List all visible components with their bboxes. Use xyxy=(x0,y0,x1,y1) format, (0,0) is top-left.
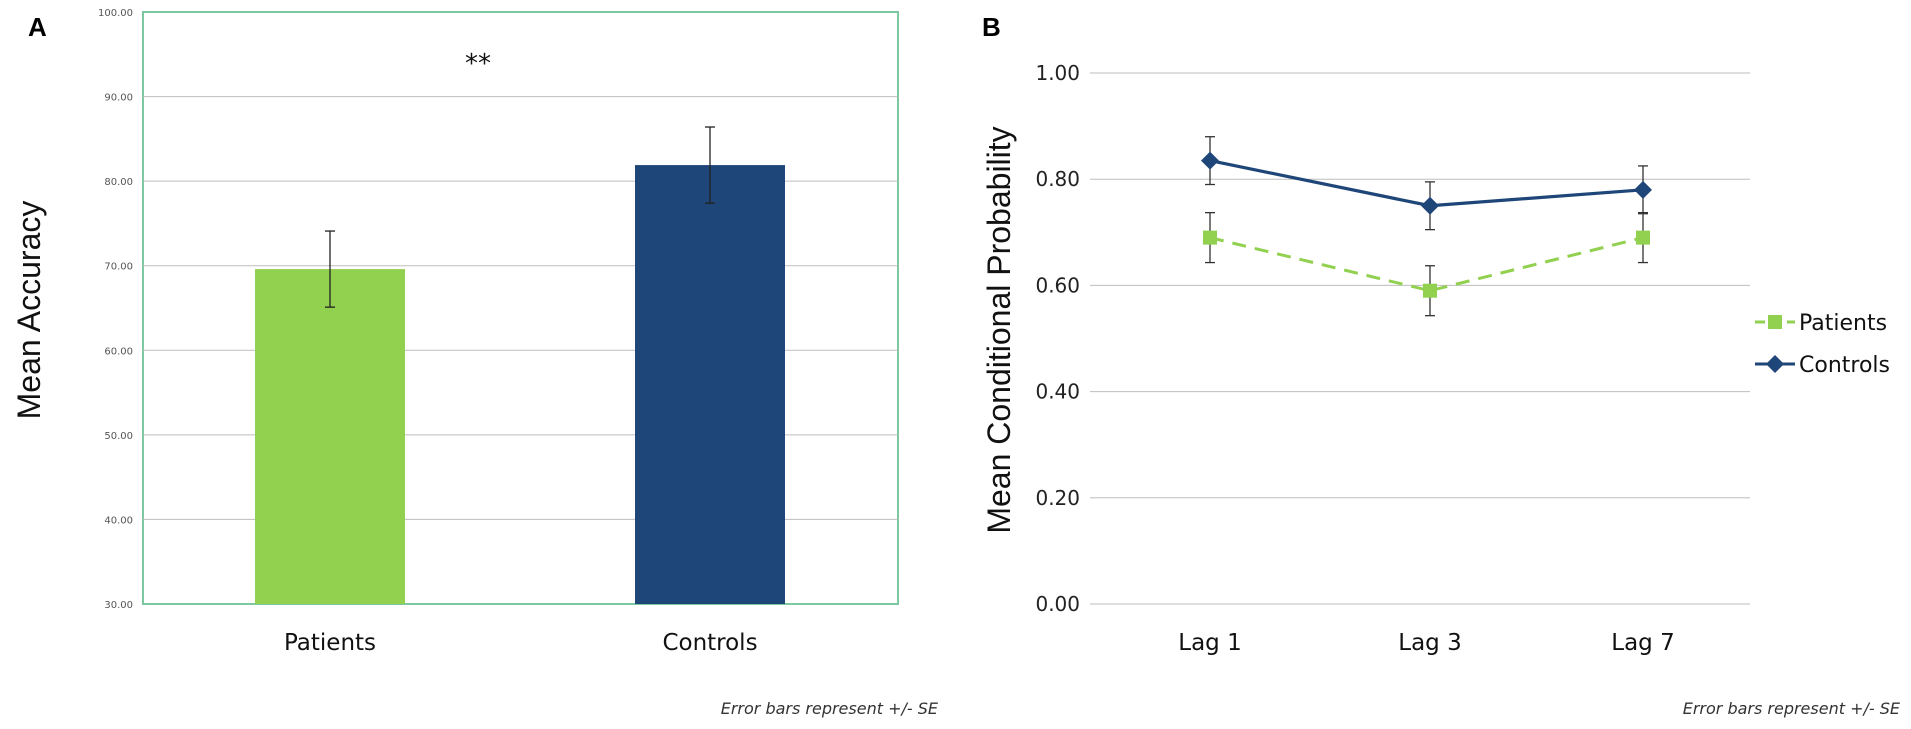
panel-a-y-tick-label: 30.00 xyxy=(104,600,133,611)
series-line-patients xyxy=(1209,236,1644,293)
series-line-controls xyxy=(1209,159,1644,208)
panel-b-y-tick-label: 0.20 xyxy=(1035,486,1080,510)
x-label-lag-7: Lag 7 xyxy=(1611,630,1674,656)
panel-b-y-axis-title: Mean Conditional Probability xyxy=(981,126,1017,533)
significance-annotation: ** xyxy=(465,49,491,79)
legend-marker-controls xyxy=(1766,355,1784,373)
legend-marker-patients xyxy=(1768,315,1782,329)
bar-patients xyxy=(255,269,405,604)
x-label-lag-3: Lag 3 xyxy=(1398,630,1461,656)
panel-a-y-tick-label: 50.00 xyxy=(104,431,133,442)
marker-patients xyxy=(1636,230,1650,245)
panel-a-y-tick-label: 90.00 xyxy=(104,93,133,104)
panel-b-y-tick-label: 0.40 xyxy=(1035,380,1080,404)
panel-label-b: B xyxy=(982,12,1001,42)
panel-a-y-axis-title: Mean Accuracy xyxy=(11,201,47,420)
x-label-controls: Controls xyxy=(662,630,757,656)
legend-label-controls: Controls xyxy=(1799,353,1890,378)
panel-b-error-note: Error bars represent +/- SE xyxy=(1683,699,1901,718)
panel-a-error-note: Error bars represent +/- SE xyxy=(721,699,939,718)
panel-a-y-tick-label: 100.00 xyxy=(98,8,133,19)
legend-label-patients: Patients xyxy=(1799,311,1887,336)
marker-patients xyxy=(1203,230,1217,245)
marker-patients xyxy=(1423,283,1437,298)
x-label-lag-1: Lag 1 xyxy=(1178,630,1241,656)
panel-label-a: A xyxy=(28,12,47,42)
x-label-patients: Patients xyxy=(284,630,376,656)
marker-controls xyxy=(1201,151,1219,170)
panel-a-y-tick-label: 40.00 xyxy=(104,515,133,526)
panel-b-y-tick-label: 0.80 xyxy=(1035,167,1080,191)
bar-controls xyxy=(635,165,785,604)
panel-a-y-tick-label: 80.00 xyxy=(104,177,133,188)
panel-a-frame xyxy=(142,11,899,605)
panel-b-y-tick-label: 0.60 xyxy=(1035,273,1080,297)
panel-b-y-tick-label: 0.00 xyxy=(1035,592,1080,616)
panel-a-y-tick-label: 60.00 xyxy=(104,346,133,357)
marker-controls xyxy=(1634,180,1652,199)
panel-a-y-tick-label: 70.00 xyxy=(104,262,133,273)
panel-b-y-tick-label: 1.00 xyxy=(1035,61,1080,85)
marker-controls xyxy=(1421,196,1439,215)
